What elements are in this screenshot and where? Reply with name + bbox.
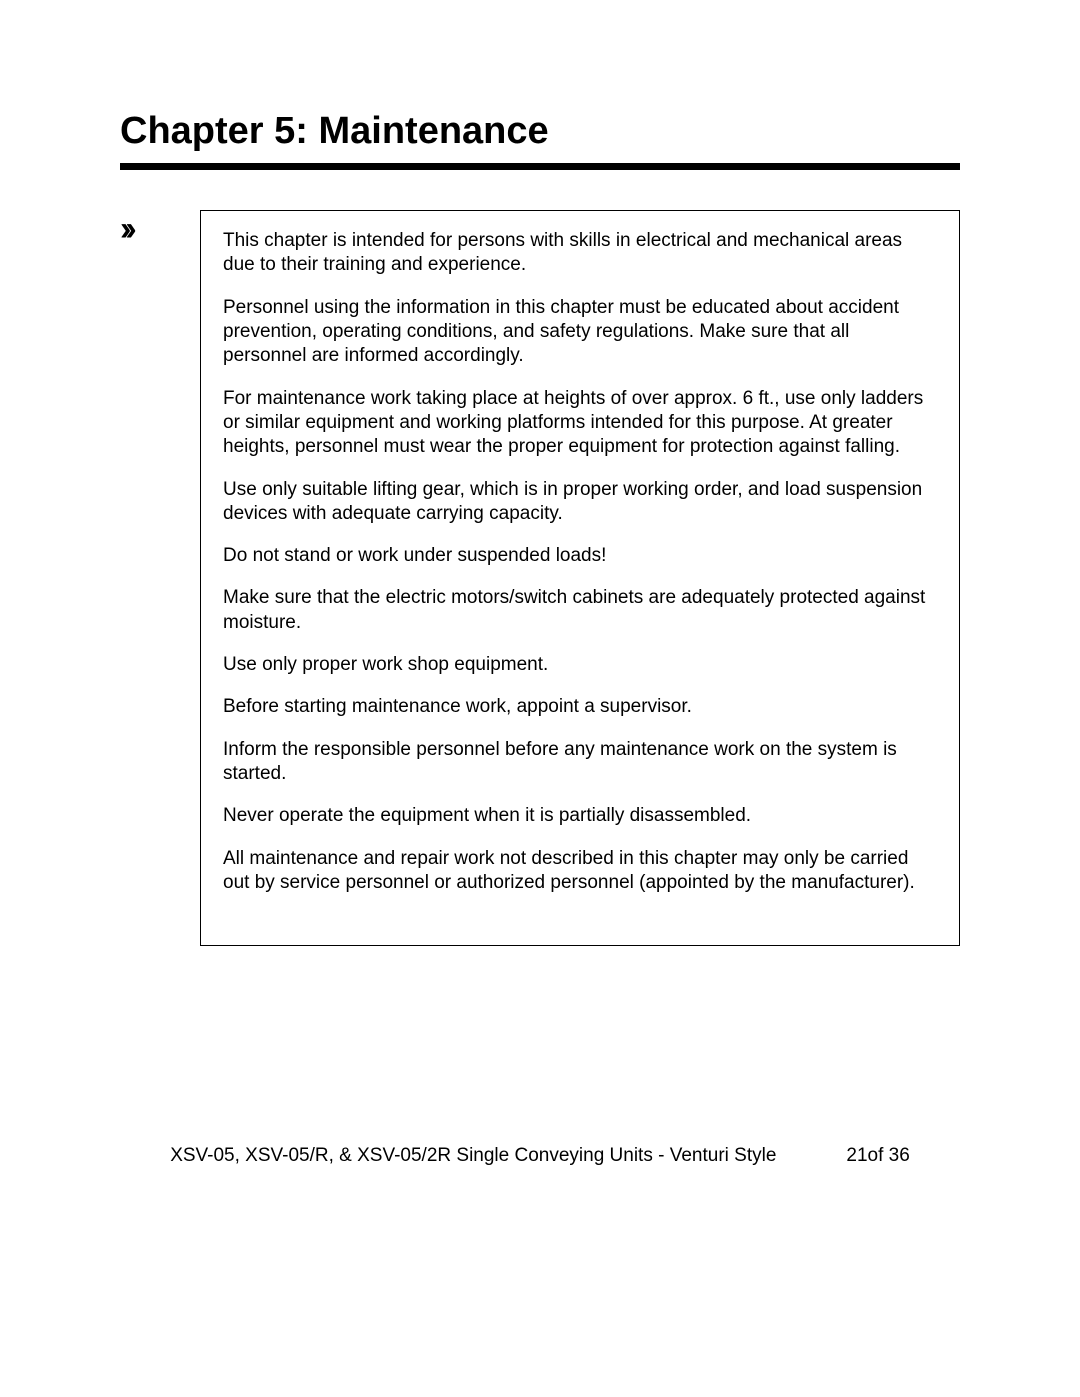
icon-column: ›› xyxy=(120,210,200,246)
body-paragraph: Use only suitable lifting gear, which is… xyxy=(223,478,937,527)
body-paragraph: Inform the responsible personnel before … xyxy=(223,738,937,787)
content-row: ›› This chapter is intended for persons … xyxy=(120,210,960,946)
body-paragraph: Before starting maintenance work, appoin… xyxy=(223,695,937,719)
footer-page-number: 21of 36 xyxy=(846,1145,909,1167)
document-page: Chapter 5: Maintenance ›› This chapter i… xyxy=(0,0,1080,1397)
double-chevron-right-icon: ›› xyxy=(120,210,131,248)
content-box: This chapter is intended for persons wit… xyxy=(200,210,960,946)
body-paragraph: Make sure that the electric motors/switc… xyxy=(223,586,937,635)
body-paragraph: Do not stand or work under suspended loa… xyxy=(223,544,937,568)
title-rule xyxy=(120,163,960,170)
page-footer: XSV-05, XSV-05/R, & XSV-05/2R Single Con… xyxy=(0,1145,1080,1167)
body-paragraph: Use only proper work shop equipment. xyxy=(223,653,937,677)
body-paragraph: Never operate the equipment when it is p… xyxy=(223,804,937,828)
footer-doc-title: XSV-05, XSV-05/R, & XSV-05/2R Single Con… xyxy=(170,1145,776,1167)
body-paragraph: All maintenance and repair work not desc… xyxy=(223,847,937,896)
body-paragraph: For maintenance work taking place at hei… xyxy=(223,387,937,460)
body-paragraph: This chapter is intended for persons wit… xyxy=(223,229,937,278)
body-paragraph: Personnel using the information in this … xyxy=(223,296,937,369)
chapter-title: Chapter 5: Maintenance xyxy=(120,110,960,153)
